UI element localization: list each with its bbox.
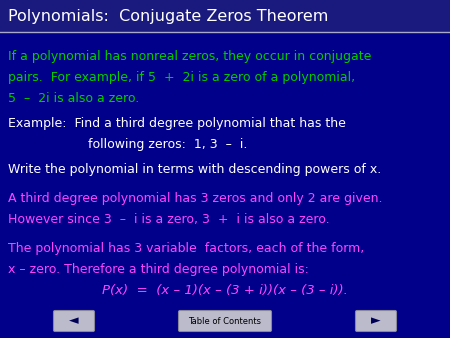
Text: ►: ► [371,314,381,328]
Text: following zeros:  1, 3  –  i.: following zeros: 1, 3 – i. [8,138,248,151]
Text: Polynomials:  Conjugate Zeros Theorem: Polynomials: Conjugate Zeros Theorem [8,8,328,24]
Text: ◄: ◄ [69,314,79,328]
FancyBboxPatch shape [179,311,271,332]
Text: The polynomial has 3 variable  factors, each of the form,: The polynomial has 3 variable factors, e… [8,242,364,255]
FancyBboxPatch shape [356,311,396,332]
Text: Write the polynomial in terms with descending powers of x.: Write the polynomial in terms with desce… [8,163,381,176]
FancyBboxPatch shape [0,0,450,32]
Text: If a polynomial has nonreal zeros, they occur in conjugate: If a polynomial has nonreal zeros, they … [8,50,371,63]
Text: 5  –  2i is also a zero.: 5 – 2i is also a zero. [8,92,139,105]
Text: However since 3  –  i is a zero, 3  +  i is also a zero.: However since 3 – i is a zero, 3 + i is … [8,213,329,226]
Text: x – zero. Therefore a third degree polynomial is:: x – zero. Therefore a third degree polyn… [8,263,309,276]
Text: P(x)  =  (x – 1)(x – (3 + i))(x – (3 – i)).: P(x) = (x – 1)(x – (3 + i))(x – (3 – i))… [102,284,348,297]
Text: Table of Contents: Table of Contents [189,316,261,325]
Text: pairs.  For example, if 5  +  2i is a zero of a polynomial,: pairs. For example, if 5 + 2i is a zero … [8,71,355,84]
Text: A third degree polynomial has 3 zeros and only 2 are given.: A third degree polynomial has 3 zeros an… [8,192,382,205]
Text: Example:  Find a third degree polynomial that has the: Example: Find a third degree polynomial … [8,117,346,130]
FancyBboxPatch shape [54,311,94,332]
